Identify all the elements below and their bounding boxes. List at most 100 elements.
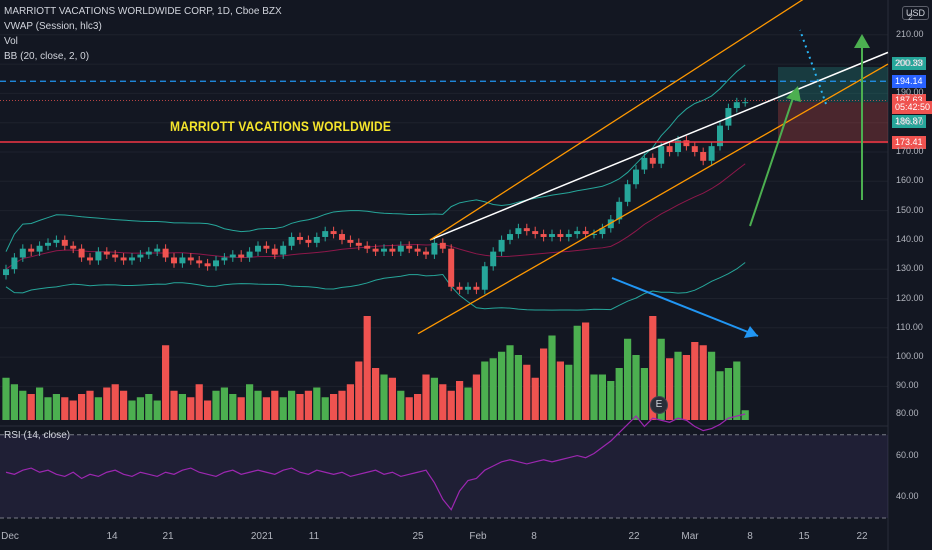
price-tick-label: 100.00: [896, 351, 924, 362]
candles: [3, 97, 749, 295]
candle: [372, 248, 379, 252]
candle: [649, 157, 656, 164]
candle: [179, 257, 186, 264]
volume-bar: [237, 397, 245, 420]
candle: [171, 257, 177, 264]
volume-bar: [498, 351, 506, 420]
channel-upper: [429, 0, 804, 241]
volume-bar: [304, 390, 312, 420]
volume-bar: [531, 377, 539, 420]
volume-bar: [666, 358, 674, 420]
rsi-tick-label: 80.00: [896, 408, 919, 418]
candle: [381, 248, 387, 252]
indicator-vwap[interactable]: VWAP (Session, hlc3): [4, 21, 102, 32]
volume-bar: [363, 316, 371, 420]
price-tag: 194.14: [892, 75, 926, 89]
volume-bar: [674, 351, 682, 420]
candle: [3, 269, 9, 276]
candle: [666, 146, 673, 152]
volume-bar: [716, 371, 724, 420]
candle: [28, 248, 35, 252]
candle: [305, 239, 312, 243]
volume-bar: [246, 384, 254, 420]
candle: [490, 251, 497, 267]
volume-bar: [691, 342, 699, 420]
indicator-vol[interactable]: Vol: [4, 36, 18, 47]
price-tick-label: 140.00: [896, 233, 924, 244]
volume-bar: [456, 381, 464, 420]
rsi-pane: [0, 413, 888, 519]
volume-bar: [607, 381, 615, 420]
volume-bar: [464, 387, 472, 420]
currency-button[interactable]: USD: [902, 6, 930, 20]
volume-bar: [447, 390, 455, 420]
volume-bar: [489, 358, 497, 420]
volume-bar: [279, 397, 287, 420]
volume-bar: [94, 397, 102, 420]
volume-bar: [708, 351, 716, 420]
volume-bar: [10, 384, 18, 420]
time-tick-label: 22: [856, 531, 868, 542]
candle: [431, 242, 438, 255]
candle: [322, 231, 329, 237]
candle: [633, 169, 639, 185]
volume-bar: [514, 355, 522, 420]
rsi-band-fill: [0, 434, 888, 518]
volume-bar: [338, 390, 346, 420]
candle: [406, 245, 413, 249]
price-tick-label: 120.00: [896, 292, 924, 303]
volume-bar: [321, 397, 329, 420]
candle: [95, 251, 102, 261]
bb-upper: [5, 64, 746, 252]
candle: [456, 286, 463, 290]
volume-bar: [86, 390, 94, 420]
price-tick-label: 160.00: [896, 175, 924, 186]
volume-bar: [422, 374, 430, 420]
volume-bar: [262, 397, 270, 420]
time-tick-label: 8: [747, 531, 753, 542]
volume-bar: [573, 325, 581, 420]
volume-bar: [430, 377, 438, 420]
rsi-line: [5, 413, 746, 511]
rsi-tick-label: 60.00: [896, 449, 919, 460]
candle: [129, 257, 135, 261]
bollinger-bands: [5, 64, 746, 311]
volume-bar: [36, 387, 44, 420]
candle: [120, 257, 127, 261]
volume-bar: [271, 390, 279, 420]
trend-line-white: [429, 51, 889, 241]
indicator-bb[interactable]: BB (20, close, 2, 0): [4, 51, 90, 62]
volume-bar: [19, 390, 27, 420]
volume-bar: [212, 390, 220, 420]
candle: [36, 245, 43, 252]
candle: [523, 228, 530, 232]
candle: [423, 251, 429, 255]
channel-lower: [417, 63, 889, 335]
price-tick-label: 150.00: [896, 204, 924, 215]
time-tick-label: 11: [308, 531, 320, 542]
price-tick-label: 190.00: [896, 87, 924, 98]
volume-bar: [565, 364, 573, 420]
volume-bar: [162, 345, 170, 420]
volume-bar: [220, 387, 228, 420]
volume-bar: [388, 377, 396, 420]
candle: [439, 242, 446, 249]
volume-bar: [313, 387, 321, 420]
earnings-icon[interactable]: E: [650, 396, 668, 414]
candle: [255, 245, 261, 252]
volume-bar: [296, 394, 304, 420]
volume-bar: [187, 397, 195, 420]
candle: [717, 125, 723, 147]
candle: [103, 251, 110, 255]
volume-bar: [472, 374, 480, 420]
time-tick-label: 22: [628, 531, 640, 542]
indicator-rsi[interactable]: RSI (14, close): [4, 430, 71, 441]
blue-arrow: [611, 277, 759, 337]
volume-bar: [615, 368, 623, 420]
volume-bar: [724, 368, 732, 420]
price-tag: 200.33: [892, 57, 926, 71]
time-tick-label: 2021: [250, 531, 274, 542]
candle: [465, 286, 471, 290]
candle: [700, 152, 707, 161]
